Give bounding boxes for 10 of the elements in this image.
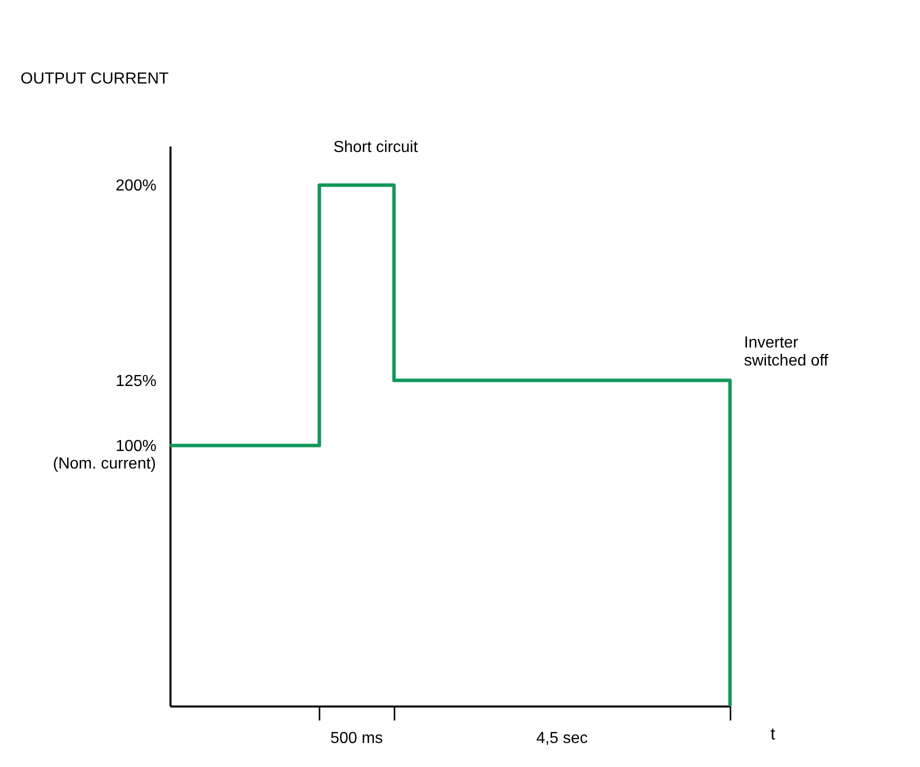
x-axis-title: t (770, 724, 776, 744)
text: 4,5 sec (536, 730, 588, 747)
text: Inverter switched off (744, 334, 829, 370)
y-tick-label: 200% (116, 178, 156, 195)
text: (Nom. current) (52, 456, 156, 473)
y-tick-label: 125% (116, 372, 156, 390)
y-axis-title: OUTPUT CURRENT (20, 70, 169, 88)
annotation: Short circuit (333, 139, 418, 156)
y-tick-label: 100% (116, 438, 156, 456)
text: 500 ms (330, 730, 383, 747)
